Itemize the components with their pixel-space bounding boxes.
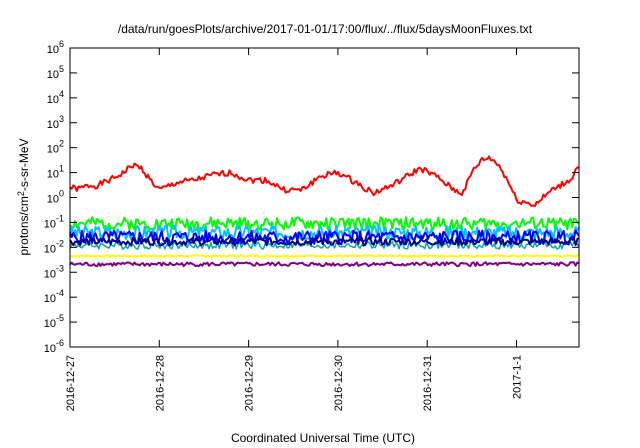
x-tick-label: 2017-1-1 — [511, 355, 523, 399]
chart-title: /data/run/goesPlots/archive/2017-01-01/1… — [118, 22, 533, 36]
x-tick-label: 2016-12-27 — [65, 355, 77, 411]
series-line-2 — [69, 216, 580, 231]
y-tick-label: 105 — [47, 64, 64, 81]
plot-frame — [69, 47, 580, 348]
ticks-layer: 10-6 10-5 10-4 10-3 10-2 10-1 100 101 102 103 104 1… — [44, 39, 579, 411]
y-tick-label: 100 — [47, 189, 64, 206]
x-tick-label: 2016-12-28 — [154, 355, 166, 411]
x-tick-label: 2016-12-31 — [422, 355, 434, 411]
y-tick-label: 104 — [47, 89, 64, 106]
series-line-7 — [69, 254, 580, 258]
series-line-8 — [69, 261, 580, 268]
y-tick-label: 103 — [47, 114, 64, 131]
y-tick-label: 106 — [47, 39, 64, 56]
y-tick-label: 10-6 — [44, 338, 64, 355]
y-tick-label: 101 — [47, 164, 64, 181]
y-tick-label: 10-4 — [44, 288, 64, 305]
y-tick-label: 10-3 — [44, 263, 64, 280]
series-line-5 — [69, 229, 580, 246]
x-axis-label: Coordinated Universal Time (UTC) — [231, 431, 415, 445]
y-tick-label: 10-1 — [44, 213, 64, 230]
x-tick-label: 2016-12-29 — [244, 355, 256, 411]
y-axis-label: protons/cm2-s-sr-MeV — [16, 138, 31, 255]
y-tick-label: 10-5 — [44, 313, 64, 330]
series-line-6 — [69, 236, 580, 247]
y-tick-label: 102 — [47, 139, 64, 156]
y-tick-label: 10-2 — [44, 238, 64, 255]
series-layer — [69, 155, 580, 268]
x-tick-label: 2016-12-30 — [333, 355, 345, 411]
series-line-1 — [69, 155, 580, 208]
